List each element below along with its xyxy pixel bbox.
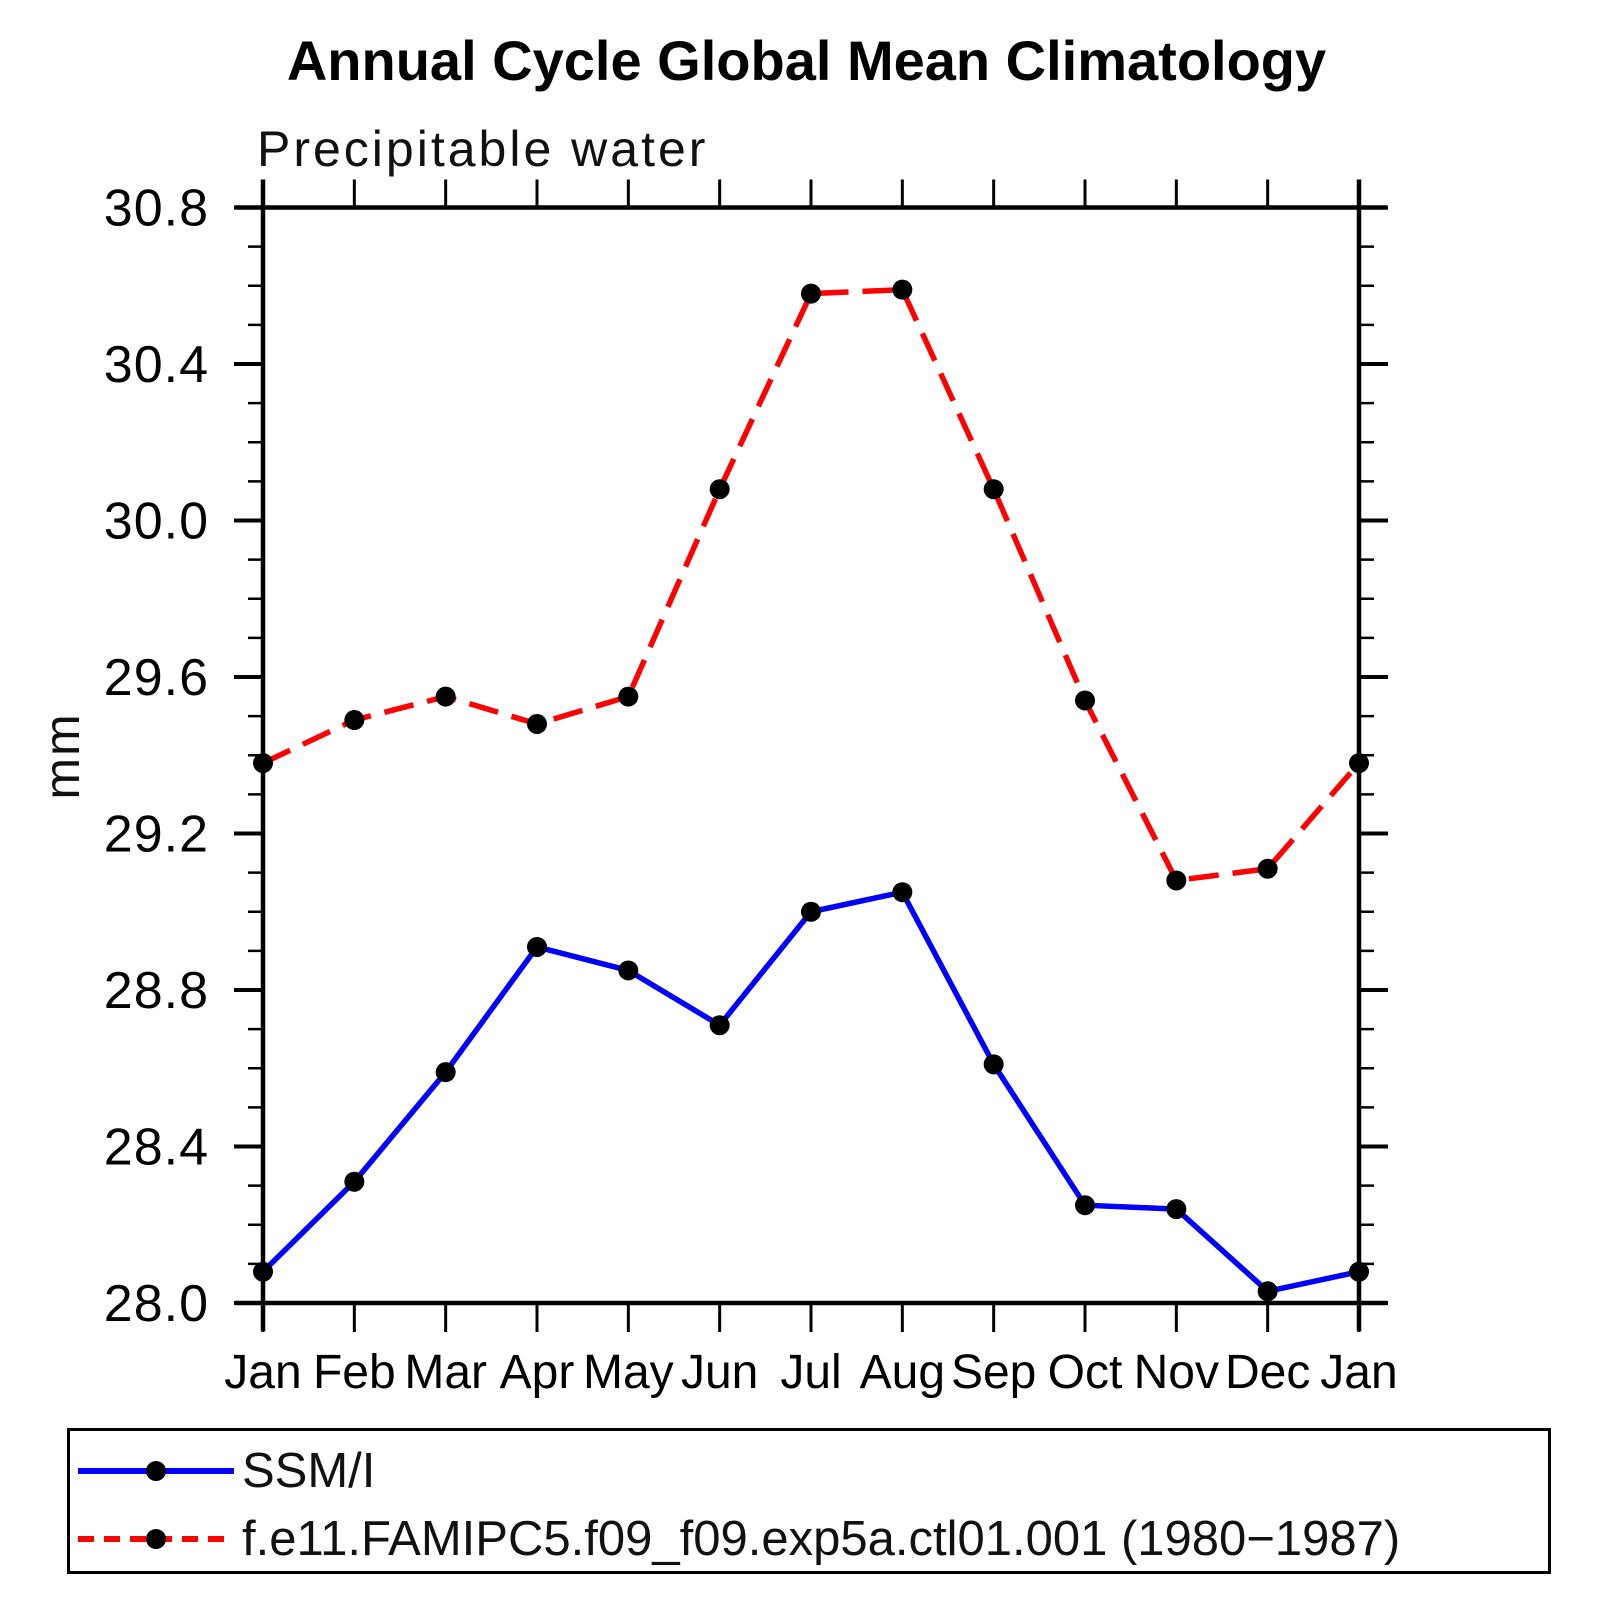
data-point <box>527 713 547 734</box>
y-tick-label: 30.4 <box>104 336 209 394</box>
data-point <box>709 479 730 500</box>
legend-dashed-line-icon <box>78 1529 234 1549</box>
legend-box: SSM/I f.e11.FAMIPC5.f09_f09.exp5a.ctl01.… <box>67 1428 1551 1574</box>
data-point <box>344 710 365 731</box>
data-point <box>801 901 821 922</box>
x-axis-ticks <box>261 179 1361 1332</box>
chart-subtitle: Precipitable water <box>257 121 709 177</box>
x-tick-labels: Jan Feb Mar Apr May Jun Jul Aug Sep Oct Nov Dec Jan <box>224 1346 1397 1399</box>
x-tick-label: Jul <box>780 1346 841 1399</box>
series-path-0 <box>261 889 1360 1295</box>
data-point <box>1166 870 1187 891</box>
x-tick-label: Apr <box>500 1346 575 1399</box>
legend-entry-model: f.e11.FAMIPC5.f09_f09.exp5a.ctl01.001 (1… <box>76 1512 1400 1566</box>
legend-entry-ssmi: SSM/I <box>76 1444 375 1498</box>
legend-label-model: f.e11.FAMIPC5.f09_f09.exp5a.ctl01.001 (1… <box>242 1512 1401 1566</box>
data-point <box>1349 1261 1369 1282</box>
y-tick-label: 28.0 <box>104 1275 209 1333</box>
y-tick-label: 30.8 <box>104 180 209 238</box>
y-tick-label: 28.4 <box>104 1119 209 1177</box>
axis-frame <box>235 179 1387 1331</box>
x-tick-label: Mar <box>404 1346 487 1399</box>
data-point <box>1166 1199 1187 1220</box>
data-point <box>527 936 547 957</box>
y-axis-ticks <box>234 205 1388 1305</box>
data-point <box>1349 753 1369 774</box>
x-tick-label: May <box>583 1346 674 1399</box>
data-point <box>1257 858 1278 879</box>
x-tick-label: Aug <box>860 1346 945 1399</box>
data-point <box>892 882 913 903</box>
series-path-1 <box>261 286 1362 884</box>
legend-solid-line-icon <box>78 1461 234 1481</box>
data-point <box>709 1015 730 1036</box>
chart-title: Annual Cycle Global Mean Climatology <box>286 29 1327 92</box>
data-point <box>983 479 1004 500</box>
x-tick-label: Jan <box>1320 1346 1397 1399</box>
data-point <box>253 753 273 774</box>
data-point <box>253 1261 273 1282</box>
x-tick-label: Nov <box>1134 1346 1219 1399</box>
legend-label-ssmi: SSM/I <box>242 1444 376 1498</box>
y-tick-label: 29.2 <box>104 806 209 864</box>
series-markers-0 <box>253 882 1369 1302</box>
x-tick-label: Sep <box>951 1346 1036 1399</box>
series-markers-1 <box>253 279 1369 891</box>
y-tick-labels: 28.0 28.4 28.8 29.2 29.6 30.0 30.4 30.8 <box>104 180 209 1333</box>
data-point <box>618 960 639 981</box>
y-tick-label: 30.0 <box>104 493 209 551</box>
data-point <box>344 1171 365 1192</box>
x-tick-label: Feb <box>313 1346 396 1399</box>
x-tick-label: Jan <box>224 1346 301 1399</box>
x-tick-label: Jun <box>681 1346 758 1399</box>
x-tick-label: Dec <box>1225 1346 1310 1399</box>
data-point <box>1075 690 1095 711</box>
data-point <box>892 279 913 300</box>
y-tick-label: 28.8 <box>104 962 209 1020</box>
data-point <box>435 1062 456 1083</box>
data-point <box>801 283 821 304</box>
data-point <box>435 686 456 707</box>
data-point <box>983 1054 1004 1075</box>
data-point <box>618 686 639 707</box>
data-point <box>1075 1195 1095 1216</box>
y-tick-label: 29.6 <box>104 649 209 707</box>
data-point <box>1257 1281 1278 1302</box>
series-line-1 <box>261 286 1362 884</box>
x-tick-label: Oct <box>1048 1346 1123 1399</box>
series-line-0 <box>261 889 1360 1295</box>
